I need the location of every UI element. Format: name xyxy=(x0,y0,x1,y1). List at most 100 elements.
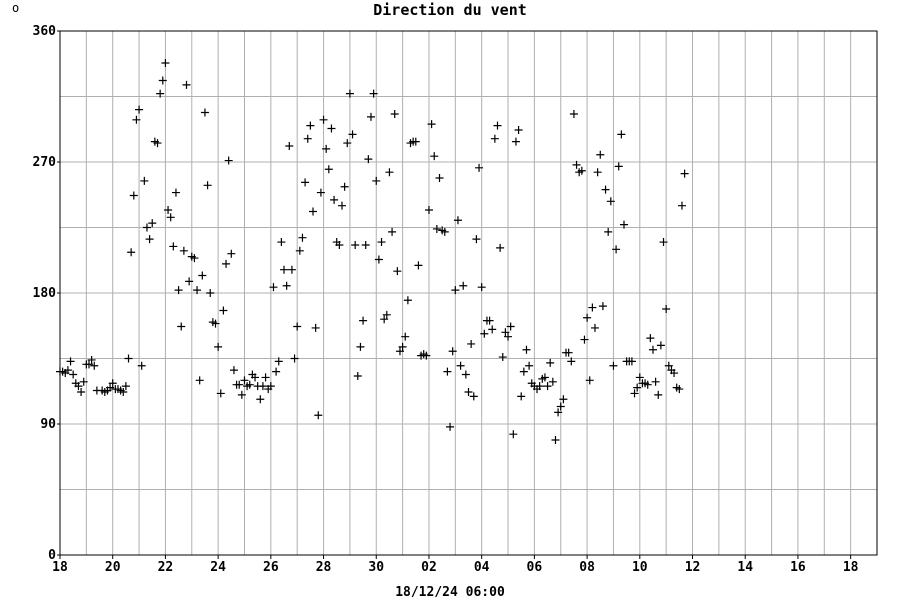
data-point xyxy=(353,371,362,380)
footer-timestamp: 18/12/24 06:00 xyxy=(395,585,505,600)
data-point xyxy=(398,342,407,351)
data-point xyxy=(403,296,412,305)
data-point xyxy=(604,227,613,236)
data-point xyxy=(203,181,212,190)
data-point xyxy=(485,316,494,325)
data-point xyxy=(301,178,310,187)
data-point xyxy=(496,243,505,252)
data-point xyxy=(577,166,586,175)
data-point xyxy=(174,286,183,295)
data-point xyxy=(456,361,465,370)
data-point xyxy=(648,345,657,354)
y-tick-label: 270 xyxy=(33,155,57,170)
data-point xyxy=(66,357,75,366)
data-point xyxy=(356,342,365,351)
data-point xyxy=(79,377,88,386)
data-point xyxy=(446,422,455,431)
x-tick-label: 08 xyxy=(579,560,595,575)
data-point xyxy=(651,377,660,386)
data-point xyxy=(572,160,581,169)
data-point xyxy=(311,323,320,332)
data-point xyxy=(567,357,576,366)
data-point xyxy=(472,235,481,244)
x-tick-label: 10 xyxy=(632,560,648,575)
data-point xyxy=(680,169,689,178)
data-point xyxy=(287,265,296,274)
data-point xyxy=(390,109,399,118)
data-point xyxy=(630,389,639,398)
data-point xyxy=(506,322,515,331)
data-point xyxy=(269,283,278,292)
data-point xyxy=(195,376,204,385)
x-tick-label: 18 xyxy=(843,560,859,575)
data-point xyxy=(153,139,162,148)
data-point xyxy=(646,334,655,343)
data-point xyxy=(480,329,489,338)
data-point xyxy=(525,361,534,370)
data-point xyxy=(129,191,138,200)
data-point xyxy=(498,353,507,362)
data-point xyxy=(224,156,233,165)
data-point xyxy=(662,305,671,314)
data-point xyxy=(171,188,180,197)
y-tick-label: 0 xyxy=(48,548,56,563)
data-point xyxy=(501,328,510,337)
data-point xyxy=(295,246,304,255)
data-point xyxy=(303,134,312,143)
chart-title: Direction du vent xyxy=(373,1,527,19)
data-point xyxy=(280,265,289,274)
data-point xyxy=(251,373,260,382)
data-point xyxy=(464,387,473,396)
data-point xyxy=(198,271,207,280)
data-points xyxy=(56,59,689,445)
data-point xyxy=(593,168,602,177)
data-point xyxy=(227,249,236,258)
data-point xyxy=(377,238,386,247)
data-point xyxy=(372,176,381,185)
data-point xyxy=(106,383,115,392)
grid-lines xyxy=(59,30,878,556)
data-point xyxy=(164,206,173,215)
data-point xyxy=(361,240,370,249)
data-point xyxy=(606,197,615,206)
data-point xyxy=(477,283,486,292)
data-point xyxy=(609,361,618,370)
data-point xyxy=(74,382,83,391)
data-point xyxy=(633,383,642,392)
data-point xyxy=(522,345,531,354)
data-point xyxy=(596,150,605,159)
data-point xyxy=(256,395,265,404)
data-point xyxy=(335,240,344,249)
data-point xyxy=(569,109,578,118)
data-point xyxy=(179,246,188,255)
data-point xyxy=(382,310,391,319)
data-point xyxy=(306,121,315,130)
data-point xyxy=(229,366,238,375)
data-point xyxy=(156,89,165,98)
data-point xyxy=(322,144,331,153)
data-point xyxy=(411,137,420,146)
data-point xyxy=(559,395,568,404)
data-point xyxy=(124,354,133,363)
x-tick-label: 02 xyxy=(421,560,437,575)
x-tick-label: 14 xyxy=(737,560,753,575)
data-point xyxy=(617,130,626,139)
data-point xyxy=(63,366,72,375)
data-point xyxy=(551,436,560,445)
data-point xyxy=(316,188,325,197)
data-point xyxy=(77,387,86,396)
data-point xyxy=(448,347,457,356)
data-point xyxy=(166,213,175,222)
data-point xyxy=(401,332,410,341)
data-point xyxy=(395,347,404,356)
data-point xyxy=(330,195,339,204)
data-point xyxy=(285,141,294,150)
data-point xyxy=(182,80,191,89)
data-point xyxy=(190,254,199,263)
data-point xyxy=(585,376,594,385)
data-point xyxy=(435,174,444,183)
x-tick-label: 20 xyxy=(105,560,121,575)
x-tick-label: 30 xyxy=(368,560,384,575)
data-point xyxy=(240,376,249,385)
